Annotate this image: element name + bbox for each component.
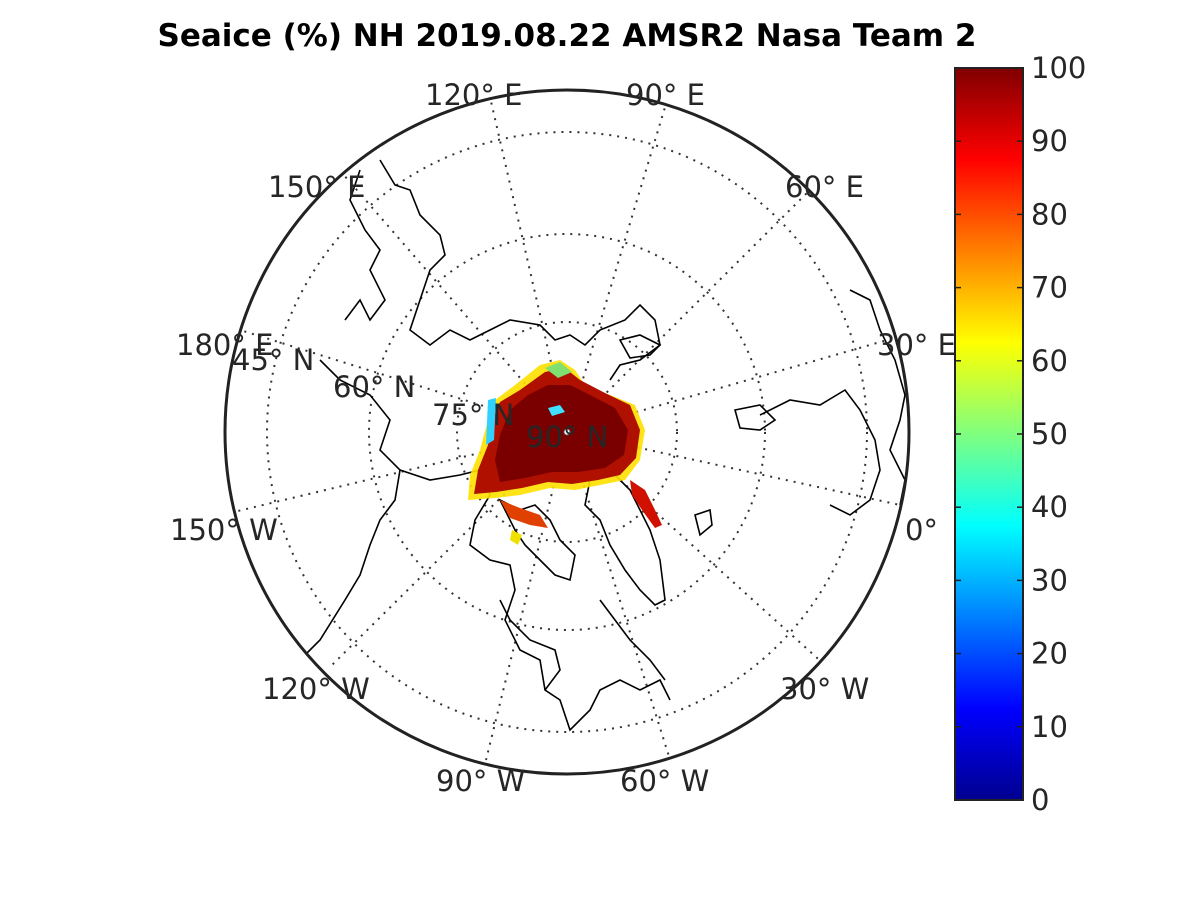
colorbar-tick-label: 30 (1031, 563, 1068, 597)
map-title: Seaice (%) NH 2019.08.22 AMSR2 Nasa Team… (157, 18, 977, 54)
colorbar-gradient (954, 67, 1024, 801)
meridian-150e (335, 165, 568, 433)
colorbar-tick-label: 20 (1031, 637, 1068, 671)
colorbar-tick-label: 90 (1031, 124, 1068, 158)
ice-caa-bits (500, 500, 548, 528)
colorbar-tick-label: 70 (1031, 271, 1068, 305)
coast-siberia (379, 159, 661, 381)
colorbar-tick-label: 40 (1031, 490, 1068, 524)
ice-core (495, 385, 628, 482)
sea-ice-field (468, 360, 662, 545)
colorbar-tick-label: 60 (1031, 344, 1068, 378)
colorbar-tick-label: 10 (1031, 710, 1068, 744)
coast-kamchatka (344, 169, 386, 322)
lon-label-120w: 120° W (262, 672, 370, 706)
map-frame (223, 88, 911, 776)
colorbar-tick-label: 50 (1031, 417, 1068, 451)
lon-label-120e: 120° E (425, 78, 522, 112)
lon-label-30e: 30° E (877, 328, 956, 362)
colorbar-tick-label: 100 (1031, 51, 1086, 85)
lat-circle-75 (368, 233, 766, 631)
ice-yellow-bits (510, 530, 522, 545)
coast-europe (849, 289, 906, 506)
colorbar-ticks: 0 10 20 30 40 50 60 70 80 90 100 (955, 51, 1086, 817)
lon-label-60w: 60° W (620, 764, 709, 798)
lon-label-30w: 30° W (780, 672, 869, 706)
latitude-labels: 45° N 60° N 75° N 90° N (232, 343, 608, 454)
coast-alaska (299, 359, 401, 661)
coast-hudson (499, 599, 561, 691)
lat-circle-80 (456, 321, 678, 543)
lat-label-45n: 45° N (232, 343, 314, 377)
coast-canada (399, 469, 671, 732)
lat-label-60n: 60° N (333, 370, 415, 404)
lat-circle-60 (266, 131, 868, 733)
lon-label-180e: 180° E (176, 328, 273, 362)
ice-cyan-edge (486, 398, 496, 445)
colorbar: 0 10 20 30 40 50 60 70 80 90 100 (954, 51, 1086, 817)
meridian-60e (566, 169, 831, 433)
ice-cyan-patch (548, 405, 565, 416)
longitude-labels: 120° E 90° E 60° E 30° E 0° 30° W 60° W … (170, 78, 956, 798)
colorbar-tick-label: 0 (1031, 783, 1049, 817)
coast-greenland (584, 469, 666, 606)
meridian-30e (566, 329, 909, 433)
lon-label-150w: 150° W (170, 513, 278, 547)
ice-green-patch (545, 362, 572, 378)
colorbar-tick-label: 80 (1031, 197, 1068, 231)
coast-novaya (618, 334, 662, 359)
meridian-120e (486, 90, 568, 433)
lon-label-150e: 150° E (268, 170, 365, 204)
coast-uk (694, 508, 713, 537)
lat-label-90n: 90° N (526, 420, 608, 454)
lon-label-90e: 90° E (626, 78, 705, 112)
ice-greenland-edge (630, 480, 662, 528)
lon-label-60e: 60° E (785, 170, 864, 204)
lon-label-90w: 90° W (436, 764, 525, 798)
pole-marker (563, 428, 571, 436)
coast-svalbard (733, 404, 777, 431)
lon-label-0: 0° (905, 513, 938, 547)
coast-labrador (599, 599, 666, 681)
coast-arctic-islands (498, 498, 576, 582)
lat-label-75n: 75° N (432, 398, 514, 432)
coast-scandinavia (759, 388, 881, 516)
